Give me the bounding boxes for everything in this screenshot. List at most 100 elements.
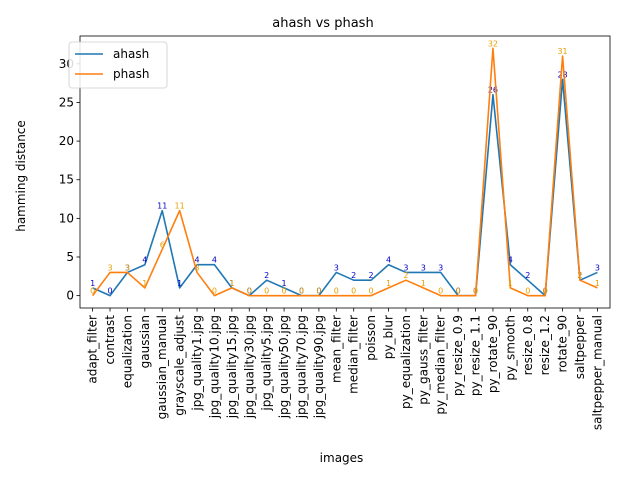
series-line-ahash: [92, 78, 598, 297]
legend-label-ahash: ahash: [113, 47, 149, 61]
x-tick-label: py_smooth: [503, 315, 517, 381]
data-label-ahash: 3: [125, 263, 130, 272]
x-tick-label: py_resize_1.1: [469, 315, 483, 396]
data-label-phash: 32: [488, 39, 498, 48]
x-tick-label: gaussian: [138, 315, 152, 368]
x-tick-label: median_filter: [347, 315, 361, 394]
data-label-phash: 0: [282, 287, 287, 296]
data-label-phash: 0: [543, 287, 548, 296]
data-label-ahash: 26: [488, 86, 498, 95]
x-tick-label: jpg_quality50.jpg: [277, 315, 291, 419]
data-label-phash: 0: [212, 287, 217, 296]
data-label-ahash: 0: [299, 287, 304, 296]
data-label-phash: 1: [421, 279, 426, 288]
x-tick-label: contrast: [103, 315, 117, 365]
data-label-ahash: 11: [157, 202, 167, 211]
x-tick-label: saltpepper: [573, 315, 587, 379]
data-label-ahash: 1: [177, 279, 182, 288]
x-tick-label: jpg_quality30.jpg: [242, 315, 256, 419]
chart-title: ahash vs phash: [272, 16, 373, 31]
x-tick-label: poisson: [364, 315, 378, 361]
data-label-ahash: 2: [264, 271, 269, 280]
data-label-phash: 3: [107, 263, 112, 272]
x-tick-label: py_gauss_filter: [416, 315, 430, 405]
data-label-phash: 2: [577, 271, 582, 280]
x-tick-label: jpg_quality90.jpg: [312, 315, 326, 419]
data-label-phash: 1: [595, 279, 600, 288]
x-tick-label: py_median_filter: [434, 315, 448, 415]
data-label-phash: 3: [195, 263, 200, 272]
x-tick-label: py_equalization: [399, 315, 413, 409]
x-axis-label: images: [320, 451, 364, 465]
x-tick-label: resize_1.2: [538, 315, 552, 375]
y-tick-label: 25: [59, 95, 74, 109]
y-tick-label: 5: [66, 250, 74, 264]
data-label-phash: 11: [175, 202, 185, 211]
x-tick-label: equalization: [120, 315, 134, 388]
axes-frame: [79, 35, 611, 309]
y-axis-label: hamming distance: [14, 120, 28, 232]
x-tick-label: rotate_90: [556, 315, 570, 372]
legend: ahash phash: [68, 41, 168, 89]
data-label-ahash: 4: [508, 256, 513, 265]
data-label-ahash: 0: [456, 287, 461, 296]
data-label-phash: 3: [125, 263, 130, 272]
x-tick-label: py_blur: [382, 315, 396, 359]
x-tick-label: py_resize_0.9: [451, 315, 465, 396]
data-label-phash: 0: [90, 287, 95, 296]
data-label-phash: 0: [316, 287, 321, 296]
data-label-ahash: 4: [212, 256, 217, 265]
x-tick-label: grayscale_adjust: [173, 315, 187, 416]
data-label-ahash: 3: [438, 263, 443, 272]
data-label-ahash: 1: [90, 279, 95, 288]
data-label-ahash: 1: [282, 279, 287, 288]
data-label-phash: 0: [369, 287, 374, 296]
data-label-ahash: 28: [557, 70, 567, 79]
data-label-ahash: 0: [247, 287, 252, 296]
x-tick-label: mean_filter: [329, 315, 343, 383]
data-label-ahash: 2: [369, 271, 374, 280]
data-label-ahash: 4: [386, 256, 391, 265]
data-label-ahash: 4: [195, 256, 200, 265]
data-label-ahash: 3: [403, 263, 408, 272]
x-tick-label: py_rotate_90: [486, 315, 500, 393]
data-label-phash: 1: [386, 279, 391, 288]
data-label-phash: 1: [142, 279, 147, 288]
data-label-ahash: 0: [107, 287, 112, 296]
y-tick-label: 10: [59, 211, 74, 225]
x-tick-label: jpg_quality5.jpg: [260, 315, 274, 412]
data-label-ahash: 4: [142, 256, 147, 265]
data-label-ahash: 2: [351, 271, 356, 280]
x-tick-label: jpg_quality1.jpg: [190, 315, 204, 412]
x-tick-label: gaussian_manual: [155, 315, 169, 419]
series-line-phash: [91, 47, 598, 297]
data-label-phash: 0: [299, 287, 304, 296]
data-label-ahash: 2: [525, 271, 530, 280]
data-label-phash: 1: [229, 279, 234, 288]
data-label-phash: 2: [403, 271, 408, 280]
data-label-phash: 0: [264, 287, 269, 296]
x-tick-label: jpg_quality10.jpg: [207, 315, 221, 419]
data-label-ahash: 3: [595, 263, 600, 272]
x-tick-label: resize_0.8: [521, 315, 535, 375]
data-label-ahash: 3: [334, 263, 339, 272]
legend-label-phash: phash: [113, 67, 149, 81]
data-label-phash: 0: [456, 287, 461, 296]
data-label-phash: 1: [508, 279, 513, 288]
data-label-phash: 0: [247, 287, 252, 296]
data-label-phash: 0: [334, 287, 339, 296]
x-tick-label: jpg_quality70.jpg: [294, 315, 308, 419]
y-tick-label: 15: [59, 173, 74, 187]
data-label-phash: 0: [525, 287, 530, 296]
y-tick-label: 20: [59, 134, 74, 148]
x-tick-label: jpg_quality15.jpg: [225, 315, 239, 419]
data-label-phash: 6: [160, 240, 165, 249]
x-tick-label: adapt_filter: [86, 315, 100, 384]
data-label-phash: 31: [557, 47, 567, 56]
data-label-phash: 0: [473, 287, 478, 296]
data-label-phash: 0: [438, 287, 443, 296]
y-tick-label: 0: [66, 289, 74, 303]
